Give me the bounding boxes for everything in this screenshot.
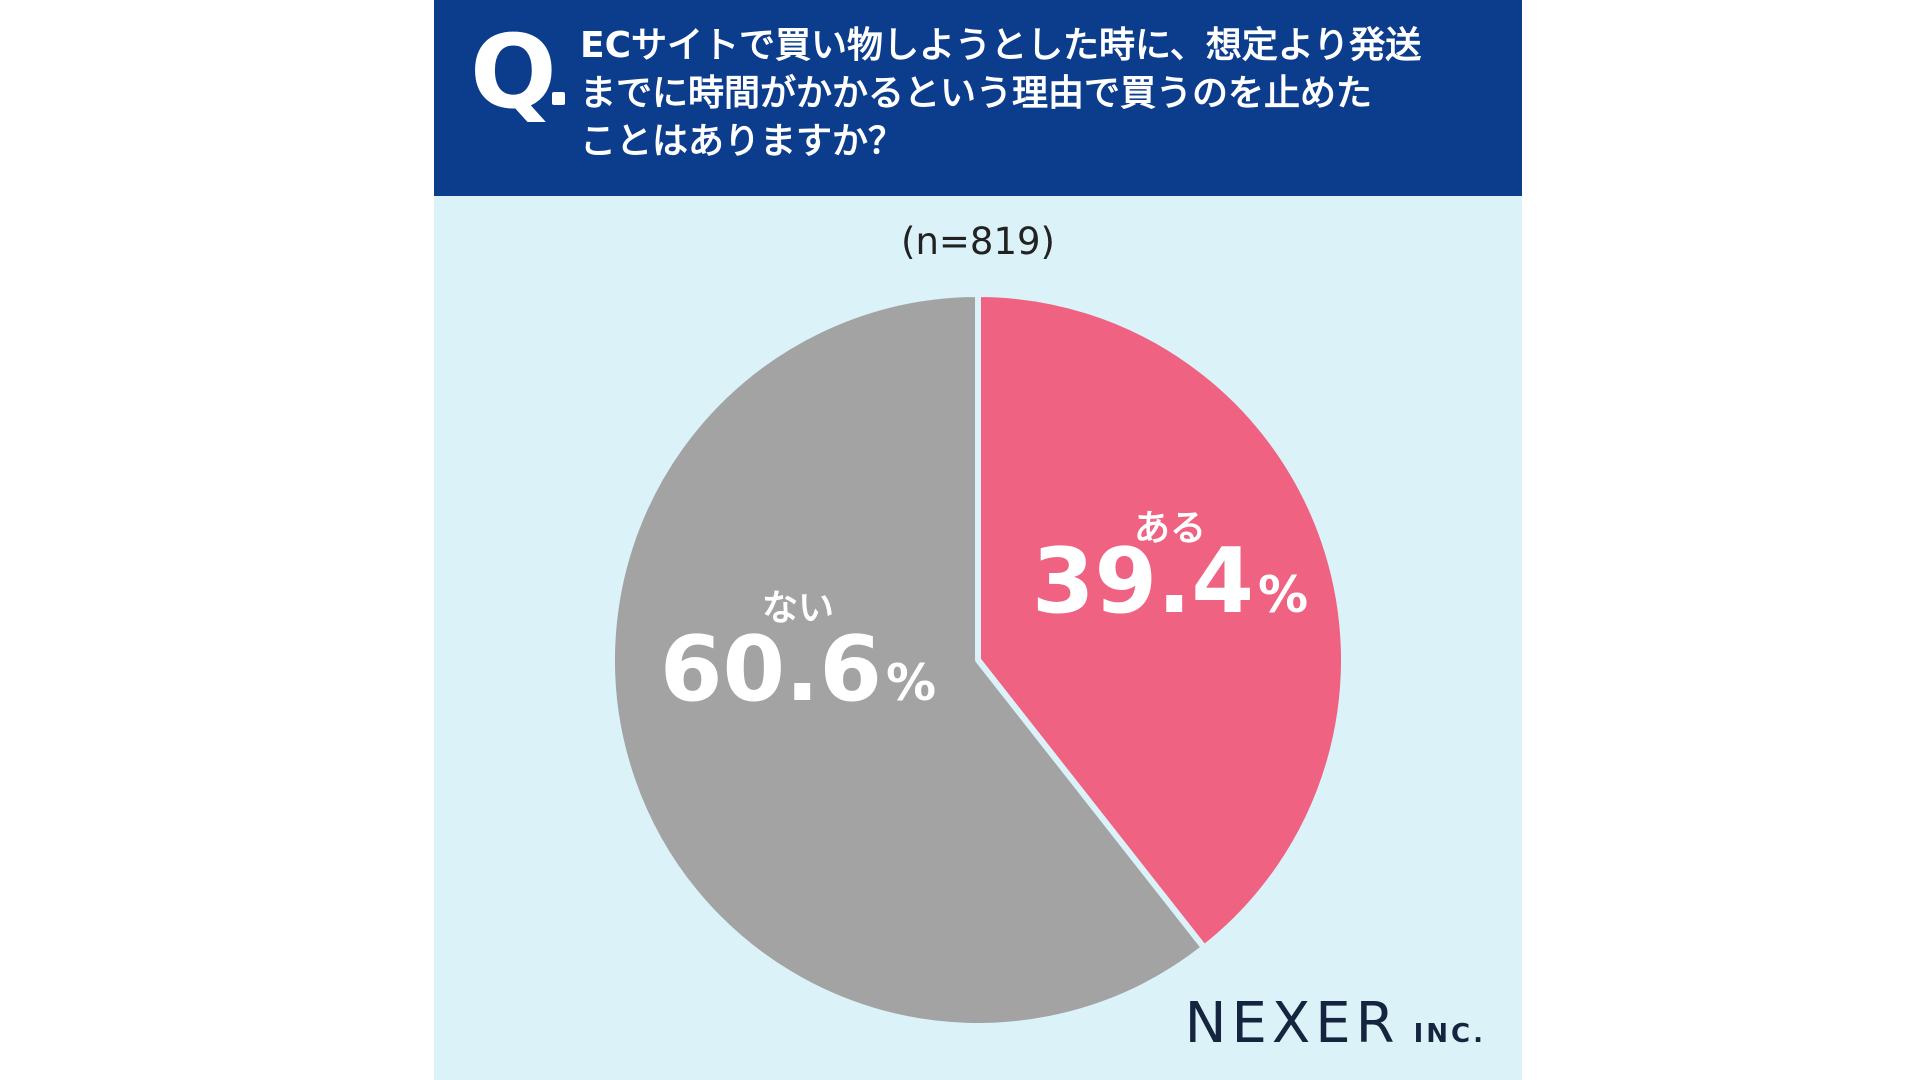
pie-slice-1 <box>975 291 1347 951</box>
question-header: Q ECサイトで買い物しようとした時に、想定より発送 までに時間がかかるという理… <box>434 0 1522 196</box>
q-mark: Q <box>470 13 557 132</box>
question-line-3: ことはありますか？ <box>580 121 905 162</box>
survey-card: Q ECサイトで買い物しようとした時に、想定より発送 までに時間がかかるという理… <box>434 0 1522 1080</box>
question-line-2: までに時間がかかるという理由で買うのを止めた <box>580 73 1373 114</box>
company-logo: NEXER INC. <box>1185 996 1486 1052</box>
q-mark-dot <box>552 92 565 105</box>
sample-size: (n=819) <box>901 220 1055 263</box>
slice-value-label-2: 60.6% <box>660 617 936 722</box>
slice-category-label-1: ある <box>1134 508 1206 549</box>
logo-suffix: INC. <box>1413 1019 1486 1049</box>
slice-category-label-2: ない <box>762 588 834 629</box>
slice-value-label-1: 39.4% <box>1032 529 1308 634</box>
question-text: ECサイトで買い物しようとした時に、想定より発送 までに時間がかかるという理由で… <box>580 22 1500 166</box>
pie-slice-2 <box>609 291 1208 1029</box>
question-line-1: ECサイトで買い物しようとした時に、想定より発送 <box>580 25 1422 66</box>
logo-name: NEXER <box>1184 991 1400 1056</box>
